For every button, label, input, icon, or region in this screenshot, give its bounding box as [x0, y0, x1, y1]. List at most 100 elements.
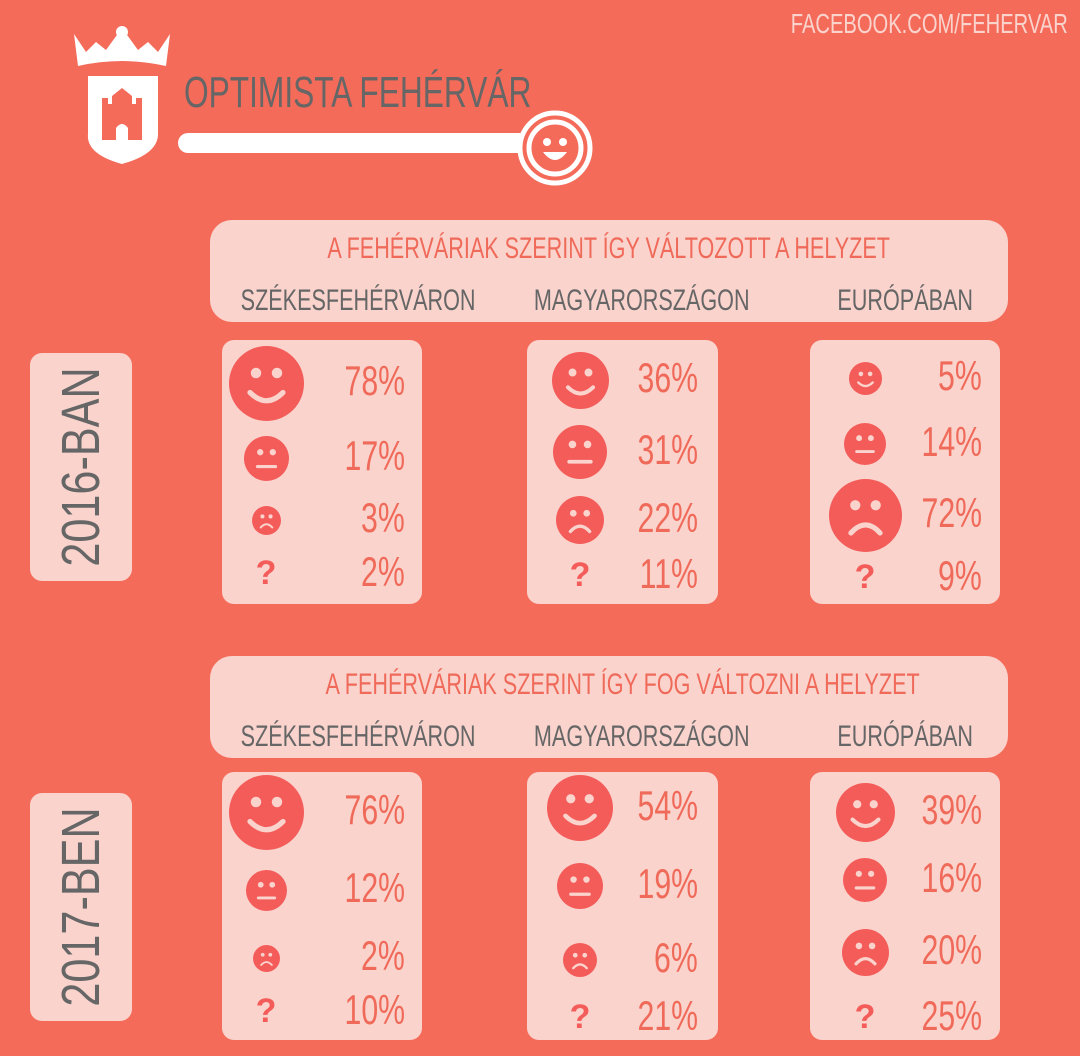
percent-happy: 78% — [285, 357, 405, 405]
happy-face-icon — [551, 351, 609, 409]
text: 54% — [637, 782, 698, 829]
percent-neutral: 14% — [862, 418, 982, 466]
percent-sad: 6% — [578, 934, 698, 982]
percent-sad: 2% — [285, 932, 405, 980]
sad-face-icon — [556, 496, 604, 544]
percent-unknown: 9% — [862, 552, 982, 600]
text: 22% — [637, 494, 698, 541]
text: 20% — [921, 926, 982, 973]
neutral-face-icon — [245, 869, 287, 911]
section-banner: A FEHÉRVÁRIAK SZERINT ÍGY FOG VÁLTOZNI A… — [210, 656, 1008, 758]
text: SZÉKESFEHÉRVÁRON — [240, 720, 476, 753]
text: 17% — [344, 432, 405, 479]
text: 19% — [637, 860, 698, 907]
column-label: MAGYARORSZÁGON — [492, 720, 752, 754]
percent-sad: 3% — [285, 494, 405, 542]
text: A FEHÉRVÁRIAK SZERINT ÍGY VÁLTOZOTT A HE… — [327, 232, 891, 265]
text: 5% — [938, 352, 982, 399]
question-mark-icon: ? — [255, 554, 277, 592]
percent-unknown: 21% — [578, 992, 698, 1040]
text: 36% — [637, 354, 698, 401]
question-mark-icon: ? — [854, 998, 876, 1036]
percent-sad: 22% — [578, 494, 698, 542]
percent-happy: 76% — [285, 786, 405, 834]
happy-face-icon — [228, 345, 304, 421]
text: MAGYARORSZÁGON — [533, 284, 750, 317]
text: SZÉKESFEHÉRVÁRON — [240, 284, 476, 317]
text: 14% — [921, 418, 982, 465]
happy-face-icon — [835, 782, 895, 842]
percent-happy: 5% — [862, 352, 982, 400]
question-mark-icon: ? — [255, 992, 277, 1030]
text: 12% — [344, 864, 405, 911]
percent-unknown: 10% — [285, 986, 405, 1034]
facebook-link[interactable]: FACEBOOK.COM/FEHERVAR — [790, 8, 1068, 39]
happy-face-icon — [848, 361, 882, 395]
percent-neutral: 19% — [578, 860, 698, 908]
text: 10% — [344, 986, 405, 1033]
sad-face-icon — [563, 943, 597, 977]
text: 39% — [921, 786, 982, 833]
text: EURÓPÁBAN — [837, 720, 973, 753]
percent-happy: 36% — [578, 354, 698, 402]
question-mark-icon: ? — [569, 556, 591, 594]
section-heading: A FEHÉRVÁRIAK SZERINT ÍGY FOG VÁLTOZNI A… — [210, 668, 1008, 702]
sad-face-icon — [841, 928, 889, 976]
year-text: 2016-BAN — [51, 367, 111, 567]
text: 76% — [344, 786, 405, 833]
percent-sad: 20% — [862, 926, 982, 974]
text: 6% — [654, 934, 698, 981]
sad-face-icon — [828, 478, 902, 552]
neutral-face-icon — [553, 425, 607, 479]
percent-happy: 39% — [862, 786, 982, 834]
text: 2% — [361, 548, 405, 595]
sad-face-icon — [251, 505, 281, 535]
happy-face-icon — [228, 774, 304, 850]
coat-of-arms-logo — [74, 26, 170, 164]
percent-unknown: 2% — [285, 548, 405, 596]
text: 2% — [361, 932, 405, 979]
text: 31% — [637, 426, 698, 473]
text: 11% — [639, 550, 698, 597]
column-label: MAGYARORSZÁGON — [492, 284, 752, 318]
text: 3% — [361, 494, 405, 541]
smiley-icon — [517, 110, 593, 186]
question-mark-icon: ? — [569, 998, 591, 1036]
neutral-face-icon — [844, 423, 886, 465]
result-panel — [810, 340, 1000, 604]
text: 25% — [921, 992, 982, 1039]
text: EURÓPÁBAN — [837, 284, 973, 317]
percent-happy: 54% — [578, 782, 698, 830]
text: MAGYARORSZÁGON — [533, 720, 750, 753]
year-text: 2017-BEN — [51, 807, 111, 1007]
section-heading: A FEHÉRVÁRIAK SZERINT ÍGY VÁLTOZOTT A HE… — [210, 232, 1008, 266]
sad-face-icon — [252, 944, 280, 972]
percent-neutral: 16% — [862, 854, 982, 902]
column-label: EURÓPÁBAN — [775, 284, 1035, 318]
optimism-bar — [178, 133, 538, 153]
percent-unknown: 25% — [862, 992, 982, 1040]
text: 21% — [637, 992, 698, 1039]
page-title: OPTIMISTA FEHÉRVÁR — [184, 68, 532, 117]
column-label: EURÓPÁBAN — [775, 720, 1035, 754]
neutral-face-icon — [243, 435, 289, 481]
text: A FEHÉRVÁRIAK SZERINT ÍGY FOG VÁLTOZNI A… — [325, 668, 920, 701]
column-label: SZÉKESFEHÉRVÁRON — [195, 720, 476, 754]
percent-sad: 72% — [862, 489, 982, 537]
percent-neutral: 12% — [285, 864, 405, 912]
text: 78% — [344, 357, 405, 404]
percent-neutral: 31% — [578, 426, 698, 474]
text: 9% — [938, 552, 982, 599]
column-label: SZÉKESFEHÉRVÁRON — [195, 284, 476, 318]
percent-neutral: 17% — [285, 432, 405, 480]
percent-unknown: 11% — [578, 550, 698, 598]
happy-face-icon — [547, 775, 613, 841]
neutral-face-icon — [843, 858, 887, 902]
text: 72% — [921, 489, 982, 536]
question-mark-icon: ? — [854, 558, 876, 596]
text: 16% — [921, 854, 982, 901]
section-banner: A FEHÉRVÁRIAK SZERINT ÍGY VÁLTOZOTT A HE… — [210, 220, 1008, 322]
year-label: 2017-BEN — [30, 793, 132, 1021]
neutral-face-icon — [557, 863, 603, 909]
year-label: 2016-BAN — [30, 353, 132, 581]
